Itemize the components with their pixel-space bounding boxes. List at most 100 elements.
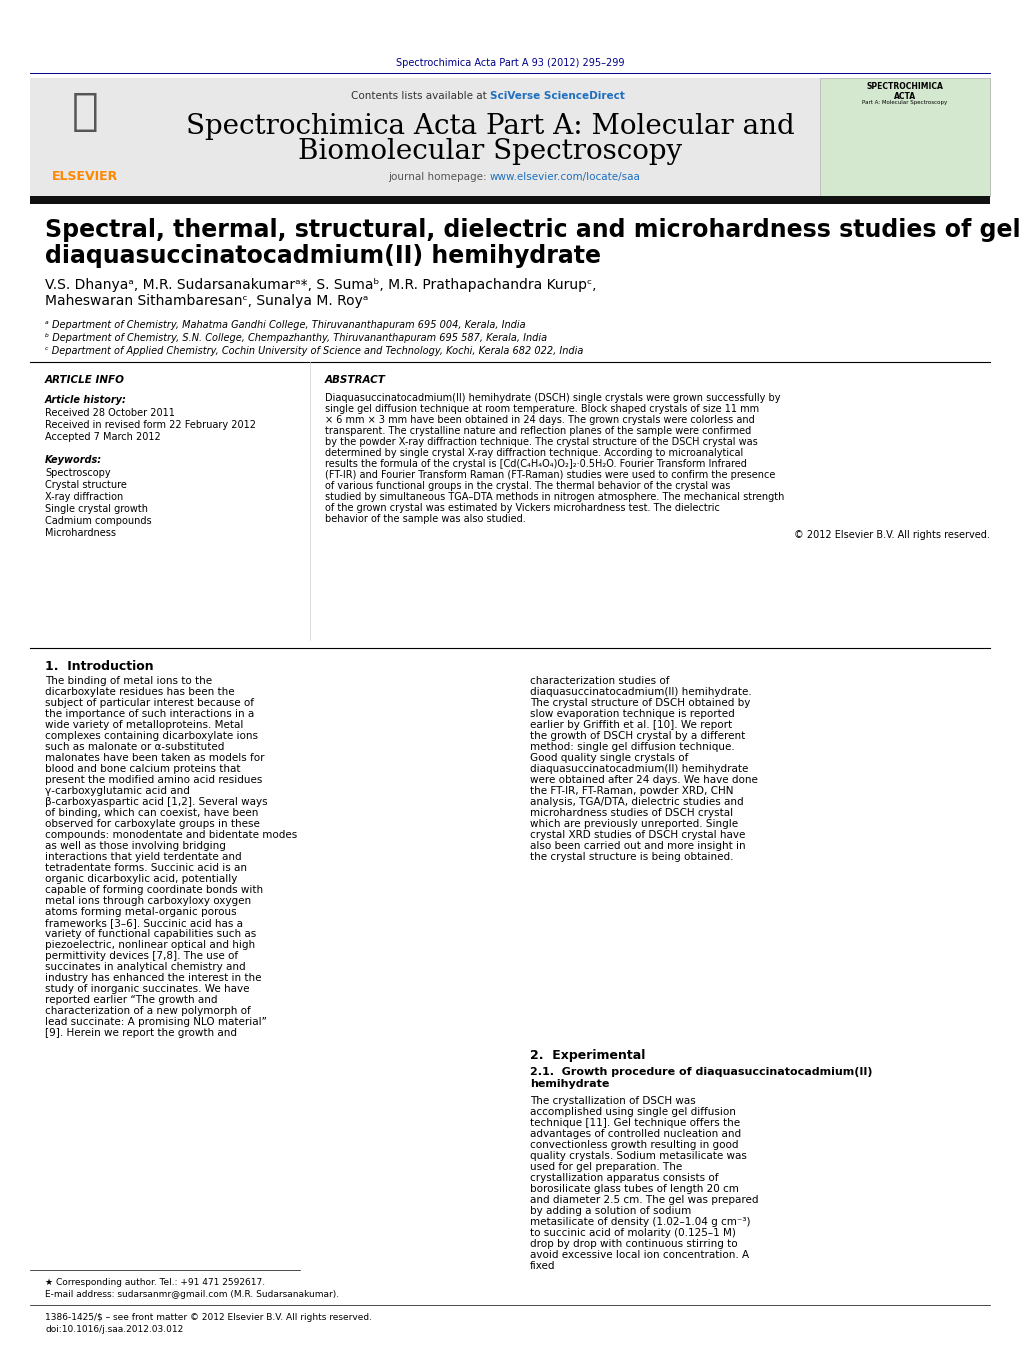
Text: permittivity devices [7,8]. The use of: permittivity devices [7,8]. The use of	[45, 951, 238, 961]
Text: such as malonate or α-substituted: such as malonate or α-substituted	[45, 742, 225, 753]
Text: SciVerse ScienceDirect: SciVerse ScienceDirect	[490, 91, 625, 101]
Text: [9]. Herein we report the growth and: [9]. Herein we report the growth and	[45, 1028, 237, 1038]
Text: studied by simultaneous TGA–DTA methods in nitrogen atmosphere. The mechanical s: studied by simultaneous TGA–DTA methods …	[325, 492, 784, 503]
Text: (FT-IR) and Fourier Transform Raman (FT-Raman) studies were used to confirm the : (FT-IR) and Fourier Transform Raman (FT-…	[325, 470, 775, 480]
Text: doi:10.1016/j.saa.2012.03.012: doi:10.1016/j.saa.2012.03.012	[45, 1325, 183, 1333]
Text: X-ray diffraction: X-ray diffraction	[45, 492, 124, 503]
Text: observed for carboxylate groups in these: observed for carboxylate groups in these	[45, 819, 260, 830]
Text: 1.  Introduction: 1. Introduction	[45, 661, 153, 673]
Text: V.S. Dhanyaᵃ, M.R. Sudarsanakumarᵃ*, S. Sumaᵇ, M.R. Prathapachandra Kurupᶜ,: V.S. Dhanyaᵃ, M.R. Sudarsanakumarᵃ*, S. …	[45, 278, 596, 292]
Text: complexes containing dicarboxylate ions: complexes containing dicarboxylate ions	[45, 731, 258, 740]
Bar	[30, 196, 990, 204]
Text: and diameter 2.5 cm. The gel was prepared: and diameter 2.5 cm. The gel was prepare…	[530, 1196, 759, 1205]
Text: subject of particular interest because of: subject of particular interest because o…	[45, 698, 254, 708]
Text: atoms forming metal-organic porous: atoms forming metal-organic porous	[45, 907, 237, 917]
Text: ᶜ Department of Applied Chemistry, Cochin University of Science and Technology, : ᶜ Department of Applied Chemistry, Cochi…	[45, 346, 583, 357]
Text: of binding, which can coexist, have been: of binding, which can coexist, have been	[45, 808, 258, 817]
Text: Received 28 October 2011: Received 28 October 2011	[45, 408, 175, 417]
Text: reported earlier “The growth and: reported earlier “The growth and	[45, 994, 217, 1005]
Text: were obtained after 24 days. We have done: were obtained after 24 days. We have don…	[530, 775, 758, 785]
Text: organic dicarboxylic acid, potentially: organic dicarboxylic acid, potentially	[45, 874, 237, 884]
Text: also been carried out and more insight in: also been carried out and more insight i…	[530, 842, 745, 851]
Text: technique [11]. Gel technique offers the: technique [11]. Gel technique offers the	[530, 1119, 740, 1128]
Text: E-mail address: sudarsanmr@gmail.com (M.R. Sudarsanakumar).: E-mail address: sudarsanmr@gmail.com (M.…	[45, 1290, 339, 1300]
Text: ᵇ Department of Chemistry, S.N. College, Chempazhanthy, Thiruvananthapuram 695 5: ᵇ Department of Chemistry, S.N. College,…	[45, 332, 547, 343]
Text: Cadmium compounds: Cadmium compounds	[45, 516, 152, 526]
Text: malonates have been taken as models for: malonates have been taken as models for	[45, 753, 264, 763]
Text: the importance of such interactions in a: the importance of such interactions in a	[45, 709, 254, 719]
Text: ACTA: ACTA	[894, 92, 916, 101]
Text: β-carboxyaspartic acid [1,2]. Several ways: β-carboxyaspartic acid [1,2]. Several wa…	[45, 797, 268, 807]
Text: Spectroscopy: Spectroscopy	[45, 467, 110, 478]
Text: interactions that yield terdentate and: interactions that yield terdentate and	[45, 852, 242, 862]
Text: compounds: monodentate and bidentate modes: compounds: monodentate and bidentate mod…	[45, 830, 297, 840]
Text: method: single gel diffusion technique.: method: single gel diffusion technique.	[530, 742, 735, 753]
Text: the growth of DSCH crystal by a different: the growth of DSCH crystal by a differen…	[530, 731, 745, 740]
Text: the FT-IR, FT-Raman, powder XRD, CHN: the FT-IR, FT-Raman, powder XRD, CHN	[530, 786, 733, 796]
Text: convectionless growth resulting in good: convectionless growth resulting in good	[530, 1140, 738, 1150]
Text: microhardness studies of DSCH crystal: microhardness studies of DSCH crystal	[530, 808, 733, 817]
Text: metasilicate of density (1.02–1.04 g cm⁻³): metasilicate of density (1.02–1.04 g cm⁻…	[530, 1217, 750, 1227]
Text: Crystal structure: Crystal structure	[45, 480, 127, 490]
Text: of various functional groups in the crystal. The thermal behavior of the crystal: of various functional groups in the crys…	[325, 481, 730, 490]
Text: 2.1.  Growth procedure of diaquasuccinatocadmium(II): 2.1. Growth procedure of diaquasuccinato…	[530, 1067, 873, 1077]
Text: used for gel preparation. The: used for gel preparation. The	[530, 1162, 682, 1173]
Text: Maheswaran Sithambaresanᶜ, Sunalya M. Royᵃ: Maheswaran Sithambaresanᶜ, Sunalya M. Ro…	[45, 295, 369, 308]
Text: variety of functional capabilities such as: variety of functional capabilities such …	[45, 929, 256, 939]
Text: drop by drop with continuous stirring to: drop by drop with continuous stirring to	[530, 1239, 737, 1250]
Text: Article history:: Article history:	[45, 394, 127, 405]
Text: advantages of controlled nucleation and: advantages of controlled nucleation and	[530, 1129, 741, 1139]
Text: diaquasuccinatocadmium(II) hemihydrate: diaquasuccinatocadmium(II) hemihydrate	[45, 245, 601, 267]
Text: ABSTRACT: ABSTRACT	[325, 376, 386, 385]
Text: ᵃ Department of Chemistry, Mahatma Gandhi College, Thiruvananthapuram 695 004, K: ᵃ Department of Chemistry, Mahatma Gandh…	[45, 320, 526, 330]
Text: characterization studies of: characterization studies of	[530, 676, 670, 686]
Text: by adding a solution of sodium: by adding a solution of sodium	[530, 1206, 691, 1216]
Text: borosilicate glass tubes of length 20 cm: borosilicate glass tubes of length 20 cm	[530, 1183, 739, 1194]
Text: characterization of a new polymorph of: characterization of a new polymorph of	[45, 1006, 251, 1016]
Text: Contents lists available at: Contents lists available at	[351, 91, 490, 101]
Text: γ-carboxyglutamic acid and: γ-carboxyglutamic acid and	[45, 786, 190, 796]
Text: metal ions through carboxyloxy oxygen: metal ions through carboxyloxy oxygen	[45, 896, 251, 907]
Text: capable of forming coordinate bonds with: capable of forming coordinate bonds with	[45, 885, 263, 894]
Text: transparent. The crystalline nature and reflection planes of the sample were con: transparent. The crystalline nature and …	[325, 426, 751, 436]
Text: www.elsevier.com/locate/saa: www.elsevier.com/locate/saa	[490, 172, 641, 182]
Text: single gel diffusion technique at room temperature. Block shaped crystals of siz: single gel diffusion technique at room t…	[325, 404, 760, 413]
Text: results the formula of the crystal is [Cd(C₄H₄O₄)O₂]₂·0.5H₂O. Fourier Transform : results the formula of the crystal is [C…	[325, 459, 747, 469]
Text: to succinic acid of molarity (0.125–1 M): to succinic acid of molarity (0.125–1 M)	[530, 1228, 736, 1238]
Text: crystallization apparatus consists of: crystallization apparatus consists of	[530, 1173, 719, 1183]
Text: Spectrochimica Acta Part A 93 (2012) 295–299: Spectrochimica Acta Part A 93 (2012) 295…	[396, 58, 624, 68]
Text: tetradentate forms. Succinic acid is an: tetradentate forms. Succinic acid is an	[45, 863, 247, 873]
Text: Biomolecular Spectroscopy: Biomolecular Spectroscopy	[298, 138, 682, 165]
Text: which are previously unreported. Single: which are previously unreported. Single	[530, 819, 738, 830]
Text: blood and bone calcium proteins that: blood and bone calcium proteins that	[45, 765, 241, 774]
Text: dicarboxylate residues has been the: dicarboxylate residues has been the	[45, 688, 235, 697]
Text: Microhardness: Microhardness	[45, 528, 116, 538]
Text: quality crystals. Sodium metasilicate was: quality crystals. Sodium metasilicate wa…	[530, 1151, 747, 1161]
Text: Good quality single crystals of: Good quality single crystals of	[530, 753, 688, 763]
Text: 1386-1425/$ – see front matter © 2012 Elsevier B.V. All rights reserved.: 1386-1425/$ – see front matter © 2012 El…	[45, 1313, 372, 1323]
Text: Single crystal growth: Single crystal growth	[45, 504, 148, 513]
Text: frameworks [3–6]. Succinic acid has a: frameworks [3–6]. Succinic acid has a	[45, 917, 243, 928]
Text: accomplished using single gel diffusion: accomplished using single gel diffusion	[530, 1106, 736, 1117]
Text: present the modified amino acid residues: present the modified amino acid residues	[45, 775, 262, 785]
Text: by the powder X-ray diffraction technique. The crystal structure of the DSCH cry: by the powder X-ray diffraction techniqu…	[325, 436, 758, 447]
Text: industry has enhanced the interest in the: industry has enhanced the interest in th…	[45, 973, 261, 984]
Bar	[30, 78, 820, 196]
Text: piezoelectric, nonlinear optical and high: piezoelectric, nonlinear optical and hig…	[45, 940, 255, 950]
Text: Accepted 7 March 2012: Accepted 7 March 2012	[45, 432, 160, 442]
Text: the crystal structure is being obtained.: the crystal structure is being obtained.	[530, 852, 733, 862]
Text: 🌲: 🌲	[71, 91, 98, 132]
Text: fixed: fixed	[530, 1260, 555, 1271]
Text: Spectrochimica Acta Part A: Molecular and: Spectrochimica Acta Part A: Molecular an…	[186, 113, 794, 141]
Text: lead succinate: A promising NLO material”: lead succinate: A promising NLO material…	[45, 1017, 266, 1027]
Text: ARTICLE INFO: ARTICLE INFO	[45, 376, 125, 385]
Text: as well as those involving bridging: as well as those involving bridging	[45, 842, 226, 851]
Text: × 6 mm × 3 mm have been obtained in 24 days. The grown crystals were colorless a: × 6 mm × 3 mm have been obtained in 24 d…	[325, 415, 755, 426]
Text: journal homepage:: journal homepage:	[388, 172, 490, 182]
Text: behavior of the sample was also studied.: behavior of the sample was also studied.	[325, 513, 526, 524]
Text: avoid excessive local ion concentration. A: avoid excessive local ion concentration.…	[530, 1250, 749, 1260]
Text: Spectral, thermal, structural, dielectric and microhardness studies of gel grown: Spectral, thermal, structural, dielectri…	[45, 218, 1021, 242]
Text: Part A: Molecular Spectroscopy: Part A: Molecular Spectroscopy	[863, 100, 947, 105]
Text: Diaquasuccinatocadmium(II) hemihydrate (DSCH) single crystals were grown success: Diaquasuccinatocadmium(II) hemihydrate (…	[325, 393, 780, 403]
Text: slow evaporation technique is reported: slow evaporation technique is reported	[530, 709, 735, 719]
